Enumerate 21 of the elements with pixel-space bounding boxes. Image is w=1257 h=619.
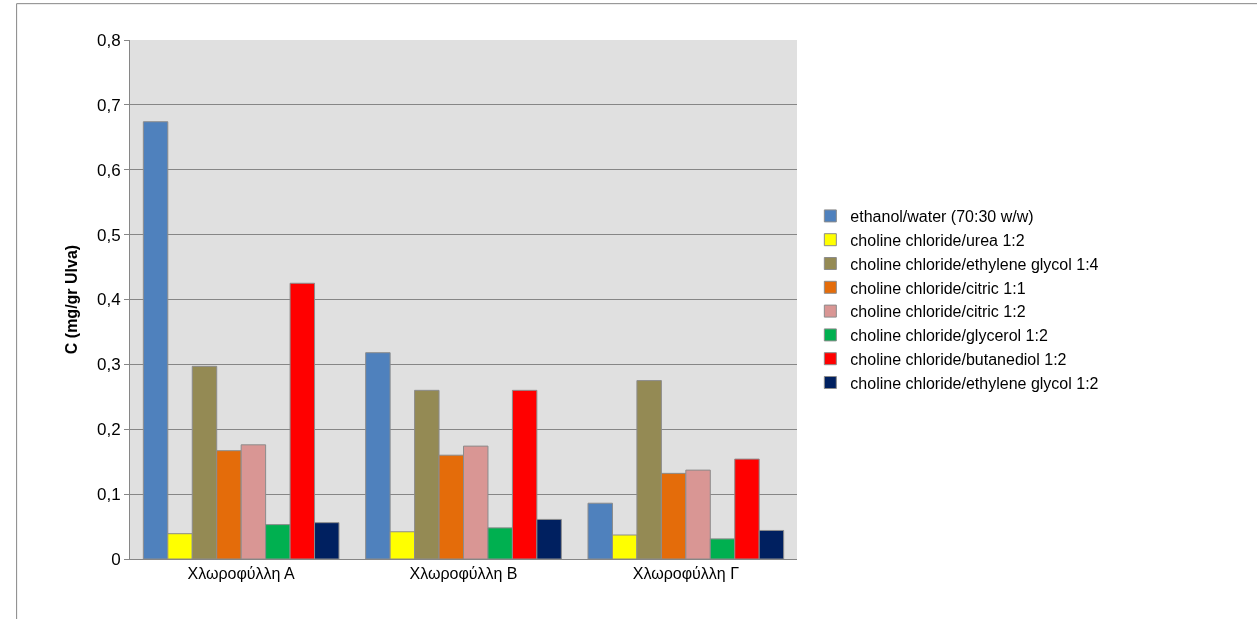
y-tick-label: 0,3 [96, 355, 121, 375]
y-tick-label: 0,6 [96, 160, 121, 180]
y-tick-label: 0,1 [96, 485, 121, 505]
legend-label: choline chloride/ethylene glycol 1:2 [850, 374, 1099, 392]
legend-label: choline chloride/citric 1:2 [850, 303, 1026, 321]
legend-label: choline chloride/glycerol 1:2 [850, 327, 1048, 345]
y-tick-label: 0,4 [96, 290, 121, 310]
x-tick-label: Χλωροφύλλη Γ [632, 565, 740, 583]
x-tick-label: Χλωροφύλλη Α [187, 565, 296, 583]
y-axis-title: C (mg/gr Ulva) [62, 244, 80, 355]
legend-label: choline chloride/citric 1:1 [850, 279, 1026, 297]
y-tick-label: 0,8 [96, 30, 121, 50]
legend-label: ethanol/water (70:30 w/w) [850, 208, 1034, 226]
y-tick-label: 0,7 [96, 95, 121, 115]
legend-label: choline chloride/ethylene glycol 1:4 [850, 255, 1099, 273]
y-tick-label: 0 [111, 549, 121, 569]
y-tick-label: 0,2 [96, 420, 121, 440]
legend-label: choline chloride/urea 1:2 [850, 231, 1025, 249]
x-tick-label: Χλωροφύλλη Β [409, 565, 518, 583]
legend-label: choline chloride/butanediol 1:2 [850, 350, 1067, 368]
y-tick-label: 0,5 [96, 225, 121, 245]
